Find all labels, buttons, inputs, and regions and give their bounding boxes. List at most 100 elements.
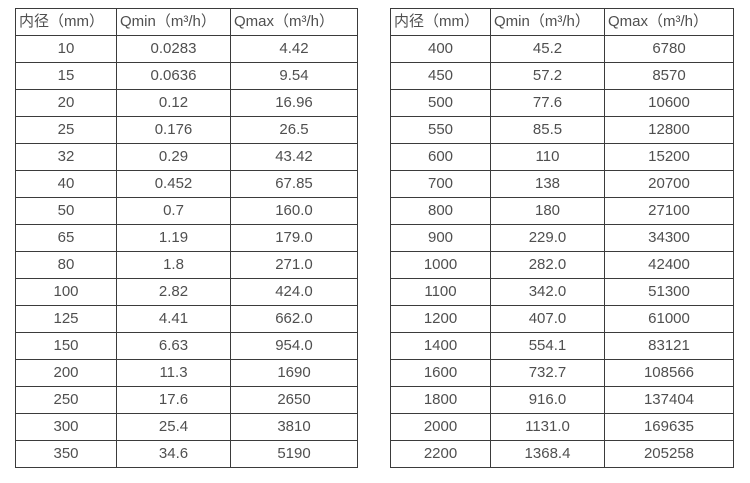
table-cell: 150 xyxy=(15,332,117,360)
table-cell: 500 xyxy=(390,89,491,117)
column-header-qmax: Qmax（m³/h） xyxy=(604,8,734,36)
table-cell: 0.0283 xyxy=(116,35,231,63)
table-cell: 800 xyxy=(390,197,491,225)
table-cell: 732.7 xyxy=(490,359,605,387)
table-cell: 554.1 xyxy=(490,332,605,360)
table-cell: 25.4 xyxy=(116,413,231,441)
table-cell: 1368.4 xyxy=(490,440,605,468)
table-cell: 282.0 xyxy=(490,251,605,279)
table-cell: 1.19 xyxy=(116,224,231,252)
table-cell: 20 xyxy=(15,89,117,117)
table-cell: 0.7 xyxy=(116,197,231,225)
table-cell: 15 xyxy=(15,62,117,90)
table-row: 2200 1368.4 205258 xyxy=(390,440,734,468)
table-cell: 1.8 xyxy=(116,251,231,279)
column-header-inner-diameter: 内径（mm） xyxy=(390,8,491,36)
table-cell: 900 xyxy=(390,224,491,252)
table-cell: 15200 xyxy=(604,143,734,171)
table-cell: 954.0 xyxy=(230,332,358,360)
table-body: 400 45.2 6780 450 57.2 8570 500 77.6 10600 550 85.… xyxy=(390,35,734,468)
table-row: 300 25.4 3810 xyxy=(15,413,358,441)
table-cell: 250 xyxy=(15,386,117,414)
table-cell: 1690 xyxy=(230,359,358,387)
table-cell: 342.0 xyxy=(490,278,605,306)
table-cell: 20700 xyxy=(604,170,734,198)
table-cell: 27100 xyxy=(604,197,734,225)
table-cell: 916.0 xyxy=(490,386,605,414)
table-cell: 0.12 xyxy=(116,89,231,117)
table-cell: 65 xyxy=(15,224,117,252)
table-cell: 67.85 xyxy=(230,170,358,198)
table-row: 1100 342.0 51300 xyxy=(390,278,734,306)
table-row: 1200 407.0 61000 xyxy=(390,305,734,333)
table-row: 2000 1131.0 169635 xyxy=(390,413,734,441)
table-row: 32 0.29 43.42 xyxy=(15,143,358,171)
table-cell: 2000 xyxy=(390,413,491,441)
table-cell: 1400 xyxy=(390,332,491,360)
table-row: 150 6.63 954.0 xyxy=(15,332,358,360)
table-cell: 50 xyxy=(15,197,117,225)
table-row: 600 110 15200 xyxy=(390,143,734,171)
column-header-inner-diameter: 内径（mm） xyxy=(15,8,117,36)
table-row: 80 1.8 271.0 xyxy=(15,251,358,279)
table-cell: 0.29 xyxy=(116,143,231,171)
table-cell: 12800 xyxy=(604,116,734,144)
table-cell: 2650 xyxy=(230,386,358,414)
table-row: 400 45.2 6780 xyxy=(390,35,734,63)
table-cell: 57.2 xyxy=(490,62,605,90)
table-cell: 179.0 xyxy=(230,224,358,252)
table-cell: 600 xyxy=(390,143,491,171)
table-cell: 700 xyxy=(390,170,491,198)
table-row: 1800 916.0 137404 xyxy=(390,386,734,414)
table-cell: 8570 xyxy=(604,62,734,90)
table-row: 350 34.6 5190 xyxy=(15,440,358,468)
table-cell: 180 xyxy=(490,197,605,225)
table-row: 100 2.82 424.0 xyxy=(15,278,358,306)
table-cell: 3810 xyxy=(230,413,358,441)
table-cell: 16.96 xyxy=(230,89,358,117)
table-cell: 4.42 xyxy=(230,35,358,63)
table-cell: 229.0 xyxy=(490,224,605,252)
table-cell: 0.452 xyxy=(116,170,231,198)
table-cell: 10 xyxy=(15,35,117,63)
header-row: 内径（mm） Qmin（m³/h） Qmax（m³/h） xyxy=(390,8,734,36)
table-cell: 17.6 xyxy=(116,386,231,414)
flow-table-large-diameters: 内径（mm） Qmin（m³/h） Qmax（m³/h） 400 45.2 6780… xyxy=(390,8,734,468)
table-row: 200 11.3 1690 xyxy=(15,359,358,387)
table-cell: 5190 xyxy=(230,440,358,468)
table-cell: 271.0 xyxy=(230,251,358,279)
table-cell: 32 xyxy=(15,143,117,171)
table-cell: 61000 xyxy=(604,305,734,333)
flow-table-small-diameters: 内径（mm） Qmin（m³/h） Qmax（m³/h） 10 0.0283 4.4… xyxy=(15,8,358,468)
table-cell: 1600 xyxy=(390,359,491,387)
table-cell: 662.0 xyxy=(230,305,358,333)
table-cell: 160.0 xyxy=(230,197,358,225)
table-cell: 10600 xyxy=(604,89,734,117)
table-cell: 51300 xyxy=(604,278,734,306)
table-cell: 300 xyxy=(15,413,117,441)
table-cell: 400 xyxy=(390,35,491,63)
table-cell: 6780 xyxy=(604,35,734,63)
header-row: 内径（mm） Qmin（m³/h） Qmax（m³/h） xyxy=(15,8,358,36)
table-row: 25 0.176 26.5 xyxy=(15,116,358,144)
table-body: 10 0.0283 4.42 15 0.0636 9.54 20 0.12 16.96 25 0.1… xyxy=(15,35,358,468)
table-cell: 407.0 xyxy=(490,305,605,333)
table-cell: 137404 xyxy=(604,386,734,414)
table-cell: 350 xyxy=(15,440,117,468)
table-row: 900 229.0 34300 xyxy=(390,224,734,252)
table-cell: 108566 xyxy=(604,359,734,387)
table-row: 250 17.6 2650 xyxy=(15,386,358,414)
table-cell: 45.2 xyxy=(490,35,605,63)
table-row: 40 0.452 67.85 xyxy=(15,170,358,198)
column-header-qmax: Qmax（m³/h） xyxy=(230,8,358,36)
table-cell: 2200 xyxy=(390,440,491,468)
table-cell: 43.42 xyxy=(230,143,358,171)
table-cell: 83121 xyxy=(604,332,734,360)
table-row: 20 0.12 16.96 xyxy=(15,89,358,117)
table-row: 1600 732.7 108566 xyxy=(390,359,734,387)
table-cell: 450 xyxy=(390,62,491,90)
table-cell: 77.6 xyxy=(490,89,605,117)
table-cell: 424.0 xyxy=(230,278,358,306)
table-row: 550 85.5 12800 xyxy=(390,116,734,144)
table-cell: 26.5 xyxy=(230,116,358,144)
